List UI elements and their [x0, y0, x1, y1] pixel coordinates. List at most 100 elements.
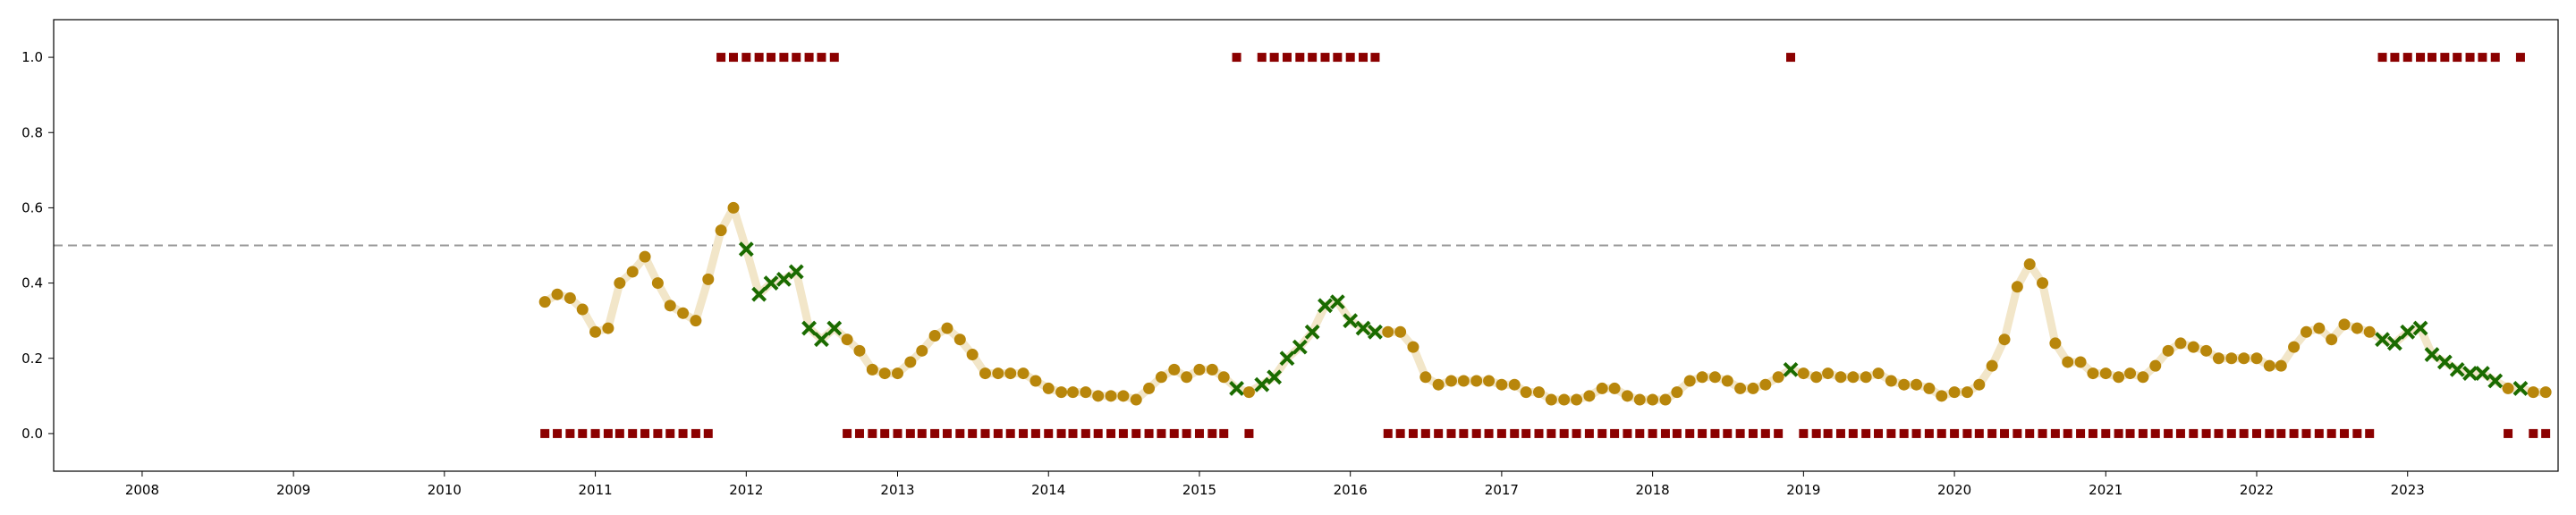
label-square-marker — [1786, 53, 1796, 63]
probability-circle-marker — [2363, 325, 2376, 338]
label-square-marker — [1157, 428, 1166, 438]
label-square-marker — [2440, 53, 2450, 63]
probability-cross-marker — [1292, 339, 1308, 355]
probability-circle-marker — [1092, 390, 1105, 402]
label-square-marker — [691, 428, 700, 438]
label-square-marker — [2529, 428, 2538, 438]
x-tick-label: 2011 — [578, 482, 612, 498]
probability-circle-marker — [538, 296, 551, 308]
x-tick-label: 2008 — [125, 482, 159, 498]
probability-circle-marker — [2326, 333, 2338, 346]
probability-circle-marker — [1042, 382, 1055, 394]
label-square-marker — [640, 428, 650, 438]
probability-circle-marker — [2225, 352, 2238, 365]
x-tick-label: 2017 — [1485, 482, 1519, 498]
x-tick-label: 2023 — [2391, 482, 2425, 498]
label-square-marker — [1093, 428, 1103, 438]
label-square-marker — [2504, 428, 2513, 438]
label-square-marker — [628, 428, 638, 438]
label-square-marker — [2478, 53, 2487, 63]
probability-circle-marker — [1797, 367, 1809, 380]
label-square-marker — [854, 428, 864, 438]
label-square-marker — [1723, 428, 1733, 438]
label-square-marker — [1848, 428, 1858, 438]
probability-circle-marker — [853, 344, 866, 357]
probability-circle-marker — [2300, 325, 2312, 338]
probability-circle-marker — [904, 356, 917, 368]
probability-circle-marker — [1067, 386, 1080, 399]
label-square-marker — [2150, 428, 2160, 438]
probability-circle-marker — [1621, 390, 1633, 402]
label-square-marker — [1496, 428, 1506, 438]
probability-circle-marker — [916, 344, 928, 357]
label-square-marker — [1861, 428, 1871, 438]
probability-circle-marker — [1130, 393, 1142, 406]
label-square-marker — [703, 428, 713, 438]
label-square-marker — [1799, 428, 1809, 438]
label-square-marker — [1559, 428, 1569, 438]
probability-circle-marker — [1759, 378, 1772, 391]
label-square-marker — [716, 53, 726, 63]
probability-cross-marker — [2386, 335, 2402, 351]
label-square-marker — [2138, 428, 2148, 438]
probability-circle-marker — [1936, 390, 1948, 402]
probability-circle-marker — [2539, 386, 2552, 399]
probability-cross-marker — [2487, 373, 2504, 389]
label-square-marker — [2453, 53, 2462, 63]
probability-markers — [538, 201, 2552, 406]
label-square-marker — [1962, 428, 1972, 438]
probability-cross-marker — [763, 275, 779, 291]
probability-circle-marker — [1898, 378, 1911, 391]
label-square-marker — [1359, 53, 1368, 63]
probability-circle-marker — [1181, 371, 1193, 384]
probability-circle-marker — [979, 367, 992, 380]
probability-cross-marker — [1783, 361, 1799, 377]
label-square-marker — [1572, 428, 1581, 438]
label-square-marker — [767, 53, 776, 63]
label-square-marker — [2541, 428, 2551, 438]
probability-circle-marker — [602, 322, 614, 334]
label-square-marker — [880, 428, 890, 438]
label-square-marker — [1471, 428, 1481, 438]
label-square-marker — [1169, 428, 1179, 438]
label-square-marker — [2352, 428, 2362, 438]
label-square-marker — [2038, 428, 2047, 438]
probability-circle-marker — [1810, 371, 1823, 384]
probability-circle-marker — [2351, 322, 2363, 334]
label-square-marker — [754, 53, 764, 63]
probability-circle-marker — [727, 201, 740, 214]
label-square-marker — [980, 428, 990, 438]
probability-circle-marker — [2023, 258, 2036, 271]
label-square-marker — [2416, 53, 2426, 63]
label-square-marker — [1269, 53, 1279, 63]
y-tick-label: 0.8 — [21, 124, 43, 140]
label-square-marker — [1068, 428, 1078, 438]
probability-circle-marker — [866, 363, 878, 376]
probability-circle-marker — [1923, 382, 1936, 394]
probability-circle-marker — [626, 266, 639, 278]
probability-circle-marker — [1558, 393, 1571, 406]
label-square-marker — [2326, 428, 2336, 438]
x-tick-label: 2013 — [880, 482, 914, 498]
probability-circle-marker — [878, 367, 891, 380]
x-tick-label: 2010 — [428, 482, 462, 498]
probability-circle-marker — [2049, 337, 2062, 350]
label-square-marker — [1710, 428, 1720, 438]
probability-circle-marker — [2250, 352, 2263, 365]
label-square-marker — [817, 53, 826, 63]
label-square-marker — [1345, 53, 1355, 63]
probability-cross-marker — [2462, 366, 2478, 381]
probability-circle-marker — [2149, 359, 2162, 372]
probability-cross-marker — [2436, 354, 2453, 370]
label-square-marker — [590, 428, 600, 438]
label-square-marker — [1420, 428, 1430, 438]
probability-circle-marker — [1596, 382, 1608, 394]
probability-circle-marker — [1545, 393, 1557, 406]
label-square-marker — [893, 428, 902, 438]
label-square-marker — [2088, 428, 2097, 438]
label-square-marker — [2175, 428, 2185, 438]
probability-circle-marker — [1532, 386, 1545, 399]
probability-cross-marker — [2424, 347, 2440, 362]
probability-cross-marker — [775, 271, 792, 287]
probability-circle-marker — [1193, 363, 1206, 376]
